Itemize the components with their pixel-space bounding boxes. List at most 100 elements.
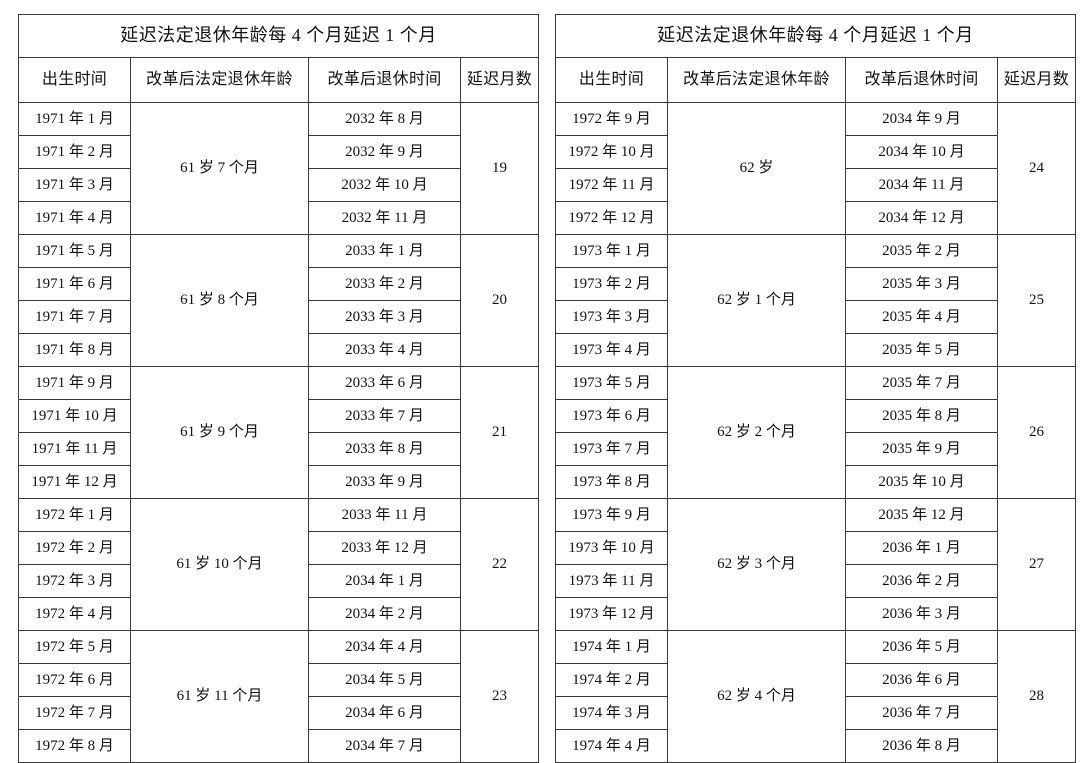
table-row: 1972 年 8 月 2034 年 7 月 (18, 729, 539, 763)
retirement-date-cell: 2034 年 6 月 (308, 696, 461, 730)
table-row: 1972 年 5 月 61 岁 11 个月 2034 年 4 月 23 (18, 630, 539, 763)
birth-date-cell: 1973 年 6 月 (555, 399, 668, 433)
table-row: 1972 年 11 月 2034 年 11 月 (555, 168, 1076, 202)
table-row: 1971 年 10 月 2033 年 7 月 (18, 399, 539, 433)
retirement-date-cell: 2034 年 5 月 (308, 663, 461, 697)
birth-date-cell: 1971 年 11 月 (18, 432, 131, 466)
delay-months-cell: 28 (997, 630, 1076, 763)
retirement-date-cell: 2036 年 5 月 (845, 630, 998, 664)
retirement-date-cell: 2033 年 4 月 (308, 333, 461, 367)
table-row: 1972 年 7 月 2034 年 6 月 (18, 696, 539, 730)
table-body-left: 延迟法定退休年龄每 4 个月延迟 1 个月 出生时间 改革后法定退休年龄 改革后退休时… (18, 14, 539, 763)
birth-date-cell: 1973 年 3 月 (555, 300, 668, 334)
retirement-date-cell: 2036 年 8 月 (845, 729, 998, 763)
table-row: 1971 年 7 月 2033 年 3 月 (18, 300, 539, 334)
retirement-date-cell: 2034 年 4 月 (308, 630, 461, 664)
birth-date-cell: 1974 年 3 月 (555, 696, 668, 730)
birth-date-cell: 1972 年 4 月 (18, 597, 131, 631)
birth-date-cell: 1973 年 11 月 (555, 564, 668, 598)
table-row: 1973 年 1 月 62 岁 1 个月 2035 年 2 月 25 (555, 234, 1076, 367)
birth-date-cell: 1971 年 4 月 (18, 201, 131, 235)
retirement-date-cell: 2034 年 2 月 (308, 597, 461, 631)
retirement-age-cell: 61 岁 9 个月 (130, 366, 309, 499)
table-row: 1971 年 5 月 61 岁 8 个月 2033 年 1 月 20 (18, 234, 539, 367)
table-row: 1972 年 4 月 2034 年 2 月 (18, 597, 539, 631)
retirement-age-cell: 61 岁 8 个月 (130, 234, 309, 367)
birth-date-cell: 1972 年 11 月 (555, 168, 668, 202)
column-header: 改革后法定退休年龄 (130, 57, 309, 103)
table-row: 1973 年 7 月 2035 年 9 月 (555, 432, 1076, 466)
birth-date-cell: 1973 年 1 月 (555, 234, 668, 268)
table-header-row: 出生时间 改革后法定退休年龄 改革后退休时间 延迟月数 (18, 57, 539, 103)
retirement-date-cell: 2035 年 8 月 (845, 399, 998, 433)
retirement-date-cell: 2034 年 10 月 (845, 135, 998, 169)
table-row: 1971 年 2 月 2032 年 9 月 (18, 135, 539, 169)
birth-date-cell: 1973 年 4 月 (555, 333, 668, 367)
delay-months-cell: 19 (460, 102, 539, 235)
retirement-age-cell: 61 岁 10 个月 (130, 498, 309, 631)
retirement-date-cell: 2035 年 12 月 (845, 498, 998, 532)
birth-date-cell: 1971 年 6 月 (18, 267, 131, 301)
birth-date-cell: 1973 年 9 月 (555, 498, 668, 532)
table-title-row: 延迟法定退休年龄每 4 个月延迟 1 个月 (18, 14, 539, 58)
birth-date-cell: 1974 年 4 月 (555, 729, 668, 763)
table-row: 1971 年 12 月 2033 年 9 月 (18, 465, 539, 499)
birth-date-cell: 1972 年 1 月 (18, 498, 131, 532)
delay-months-cell: 22 (460, 498, 539, 631)
retirement-date-cell: 2034 年 12 月 (845, 201, 998, 235)
table-row: 1972 年 2 月 2033 年 12 月 (18, 531, 539, 565)
retirement-date-cell: 2034 年 9 月 (845, 102, 998, 136)
retirement-date-cell: 2033 年 6 月 (308, 366, 461, 400)
birth-date-cell: 1973 年 7 月 (555, 432, 668, 466)
delay-months-cell: 27 (997, 498, 1076, 631)
delay-months-cell: 20 (460, 234, 539, 367)
retirement-age-cell: 62 岁 1 个月 (667, 234, 846, 367)
retirement-table-right: 延迟法定退休年龄每 4 个月延迟 1 个月 出生时间 改革后法定退休年龄 改革后退休时… (555, 14, 1076, 763)
birth-date-cell: 1974 年 2 月 (555, 663, 668, 697)
retirement-date-cell: 2034 年 7 月 (308, 729, 461, 763)
birth-date-cell: 1972 年 5 月 (18, 630, 131, 664)
table-row: 1974 年 1 月 62 岁 4 个月 2036 年 5 月 28 (555, 630, 1076, 763)
birth-date-cell: 1973 年 8 月 (555, 465, 668, 499)
retirement-date-cell: 2036 年 2 月 (845, 564, 998, 598)
table-row: 1971 年 3 月 2032 年 10 月 (18, 168, 539, 202)
column-header: 出生时间 (555, 57, 668, 103)
birth-date-cell: 1971 年 12 月 (18, 465, 131, 499)
delay-months-cell: 26 (997, 366, 1076, 499)
birth-date-cell: 1972 年 7 月 (18, 696, 131, 730)
delay-months-cell: 24 (997, 102, 1076, 235)
table-row: 1973 年 9 月 62 岁 3 个月 2035 年 12 月 27 (555, 498, 1076, 631)
birth-date-cell: 1971 年 5 月 (18, 234, 131, 268)
table-row: 1972 年 1 月 61 岁 10 个月 2033 年 11 月 22 (18, 498, 539, 631)
table-title: 延迟法定退休年龄每 4 个月延迟 1 个月 (555, 14, 1076, 58)
retirement-age-cell: 61 岁 11 个月 (130, 630, 309, 763)
retirement-date-cell: 2036 年 1 月 (845, 531, 998, 565)
table-row: 1971 年 4 月 2032 年 11 月 (18, 201, 539, 235)
retirement-date-cell: 2036 年 3 月 (845, 597, 998, 631)
birth-date-cell: 1972 年 10 月 (555, 135, 668, 169)
birth-date-cell: 1973 年 12 月 (555, 597, 668, 631)
table-header-row: 出生时间 改革后法定退休年龄 改革后退休时间 延迟月数 (555, 57, 1076, 103)
retirement-date-cell: 2035 年 7 月 (845, 366, 998, 400)
retirement-date-cell: 2036 年 7 月 (845, 696, 998, 730)
table-row: 1971 年 8 月 2033 年 4 月 (18, 333, 539, 367)
birth-date-cell: 1971 年 1 月 (18, 102, 131, 136)
table-title-row: 延迟法定退休年龄每 4 个月延迟 1 个月 (555, 14, 1076, 58)
table-row: 1971 年 11 月 2033 年 8 月 (18, 432, 539, 466)
retirement-date-cell: 2035 年 2 月 (845, 234, 998, 268)
retirement-date-cell: 2032 年 11 月 (308, 201, 461, 235)
retirement-age-cell: 62 岁 2 个月 (667, 366, 846, 499)
table-body-right: 延迟法定退休年龄每 4 个月延迟 1 个月 出生时间 改革后法定退休年龄 改革后退休时… (555, 14, 1076, 763)
birth-date-cell: 1974 年 1 月 (555, 630, 668, 664)
retirement-date-cell: 2035 年 10 月 (845, 465, 998, 499)
delay-months-cell: 25 (997, 234, 1076, 367)
retirement-date-cell: 2034 年 11 月 (845, 168, 998, 202)
table-row: 1972 年 6 月 2034 年 5 月 (18, 663, 539, 697)
birth-date-cell: 1973 年 2 月 (555, 267, 668, 301)
column-header: 改革后法定退休年龄 (667, 57, 846, 103)
column-header: 延迟月数 (997, 57, 1076, 103)
table-row: 1971 年 1 月 61 岁 7 个月 2032 年 8 月 19 (18, 102, 539, 235)
birth-date-cell: 1972 年 9 月 (555, 102, 668, 136)
birth-date-cell: 1971 年 8 月 (18, 333, 131, 367)
